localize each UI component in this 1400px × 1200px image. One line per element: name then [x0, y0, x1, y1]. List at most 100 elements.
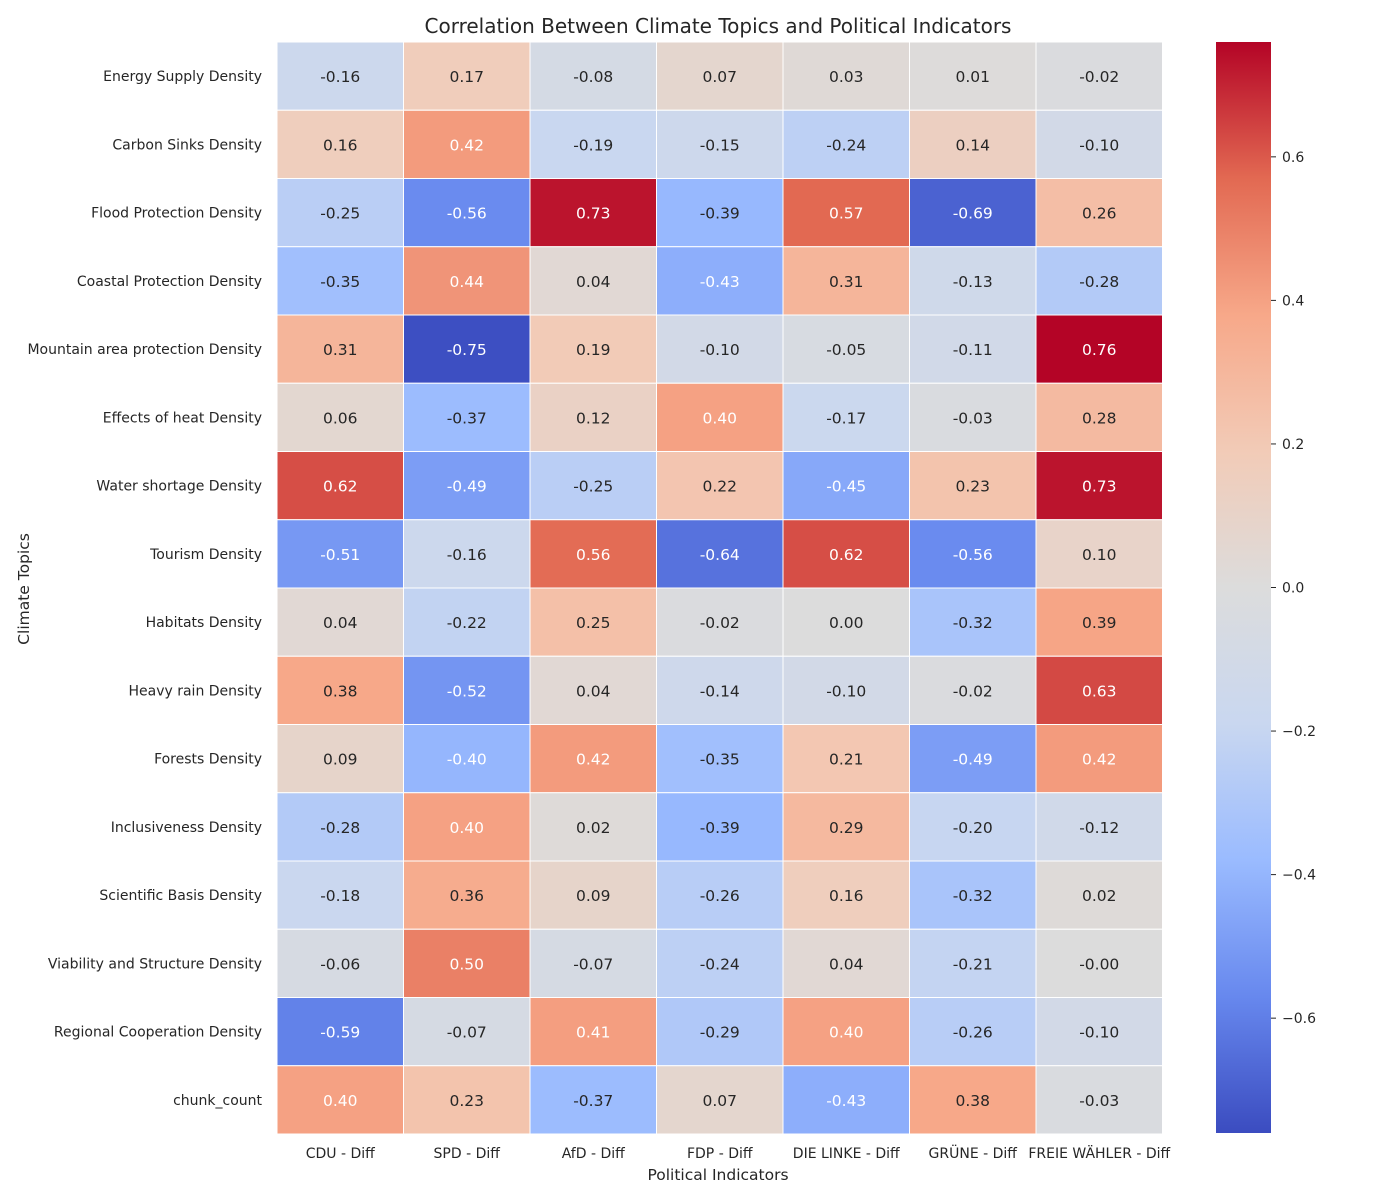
x-axis-label: Political Indicators	[647, 1166, 788, 1184]
cell-value-label: -0.35	[700, 751, 740, 769]
heatmap-cell	[656, 928, 784, 998]
row-label: Water shortage Density	[96, 479, 262, 495]
heatmap-cell	[909, 519, 1037, 589]
heatmap-cell	[782, 655, 910, 725]
heatmap-cell	[1035, 246, 1163, 316]
heatmap-cell	[656, 382, 784, 452]
cell-value-label: -0.16	[447, 546, 487, 564]
cell-value-label: -0.06	[320, 955, 360, 973]
row-label: Mountain area protection Density	[27, 342, 262, 358]
cell-value-label: -0.28	[1079, 273, 1119, 291]
heatmap-cell	[529, 41, 657, 111]
cell-value-label: -0.49	[447, 478, 487, 496]
cell-value-label: -0.32	[953, 887, 993, 905]
heatmap-cell	[529, 860, 657, 930]
cell-value-label: -0.28	[320, 819, 360, 837]
heatmap-cell	[782, 519, 910, 589]
heatmap-cell	[656, 1065, 784, 1135]
column-label: GRÜNE - Diff	[929, 1144, 1018, 1162]
cell-value-label: 0.63	[1082, 682, 1117, 700]
cell-value-label: -0.11	[953, 341, 993, 359]
cell-value-label: 0.40	[702, 409, 737, 427]
cell-value-label: -0.21	[953, 955, 993, 973]
cell-value-label: 0.09	[323, 751, 358, 769]
cell-value-label: 0.31	[829, 273, 864, 291]
cell-value-label: -0.02	[1079, 68, 1119, 86]
row-label: Regional Cooperation Density	[54, 1025, 262, 1041]
cell-value-label: -0.03	[1079, 1092, 1119, 1110]
heatmap-cell	[276, 1065, 404, 1135]
heatmap-cell	[1035, 451, 1163, 521]
heatmap-cell	[403, 246, 531, 316]
colorbar-tick-label: −0.4	[1282, 868, 1316, 884]
cell-value-label: -0.24	[700, 955, 740, 973]
row-label: Energy Supply Density	[103, 69, 262, 85]
heatmap-cell	[656, 178, 784, 248]
cell-value-label: -0.37	[573, 1092, 613, 1110]
cell-value-label: 0.06	[323, 409, 358, 427]
cell-value-label: 0.10	[1082, 546, 1117, 564]
cell-value-label: 0.16	[323, 136, 358, 154]
cell-value-label: 0.31	[323, 341, 358, 359]
heatmap-cell	[276, 860, 404, 930]
heatmap-cell	[782, 1065, 910, 1135]
cell-value-label: 0.07	[702, 68, 737, 86]
heatmap-cell	[782, 109, 910, 179]
cell-value-label: -0.40	[447, 751, 487, 769]
cell-value-label: 0.26	[1082, 205, 1117, 223]
cell-value-label: -0.10	[1079, 1024, 1119, 1042]
cell-value-label: 0.42	[449, 136, 484, 154]
cell-value-label: 0.04	[576, 273, 611, 291]
heatmap-cell	[276, 655, 404, 725]
heatmap-cell	[1035, 724, 1163, 794]
cell-value-label: -0.52	[447, 682, 487, 700]
cell-value-label: -0.75	[447, 341, 487, 359]
heatmap-cell	[1035, 655, 1163, 725]
heatmap-cell	[909, 997, 1037, 1067]
heatmap-cell	[909, 41, 1037, 111]
cell-value-label: -0.08	[573, 68, 613, 86]
cell-value-label: 0.19	[576, 341, 611, 359]
cell-value-label: 0.04	[829, 955, 864, 973]
heatmap-cell	[782, 41, 910, 111]
cell-value-label: 0.73	[576, 205, 611, 223]
cell-value-label: -0.59	[320, 1024, 360, 1042]
cell-value-label: -0.56	[447, 205, 487, 223]
heatmap-cell	[529, 1065, 657, 1135]
cell-value-label: 0.38	[955, 1092, 990, 1110]
cell-value-label: 0.28	[1082, 409, 1117, 427]
row-label: Heavy rain Density	[128, 683, 262, 699]
heatmap-cell	[403, 724, 531, 794]
cell-value-label: -0.24	[826, 136, 866, 154]
cell-value-label: 0.16	[829, 887, 864, 905]
cell-value-label: -0.03	[953, 409, 993, 427]
heatmap-cell	[403, 519, 531, 589]
heatmap-cell	[529, 928, 657, 998]
row-label: Scientific Basis Density	[99, 888, 262, 904]
cell-value-label: -0.10	[826, 682, 866, 700]
cell-value-label: -0.25	[320, 205, 360, 223]
cell-value-label: 0.40	[323, 1092, 358, 1110]
cell-value-label: 0.02	[576, 819, 611, 837]
cell-value-label: -0.02	[700, 614, 740, 632]
heatmap-cell	[1035, 997, 1163, 1067]
heatmap-cell	[403, 41, 531, 111]
cell-value-label: 0.07	[702, 1092, 737, 1110]
cell-value-label: -0.07	[447, 1024, 487, 1042]
heatmap-cell	[529, 587, 657, 657]
heatmap-cell	[529, 178, 657, 248]
cell-value-label: -0.15	[700, 136, 740, 154]
heatmap-cell	[403, 1065, 531, 1135]
column-labels: CDU - Diff SPD - Diff AfD - Diff FDP - Diff…	[306, 1144, 1171, 1162]
heatmap-cell	[782, 724, 910, 794]
cell-value-label: 0.23	[449, 1092, 484, 1110]
cell-value-label: 0.42	[1082, 751, 1117, 769]
heatmap-cell	[276, 109, 404, 179]
cell-value-label: -0.29	[700, 1024, 740, 1042]
heatmap-cell	[403, 178, 531, 248]
cell-value-label: -0.64	[700, 546, 740, 564]
cell-value-label: 0.41	[576, 1024, 611, 1042]
colorbar-tick-label: 0.4	[1282, 293, 1304, 309]
heatmap-cell	[909, 451, 1037, 521]
heatmap-cell	[529, 724, 657, 794]
